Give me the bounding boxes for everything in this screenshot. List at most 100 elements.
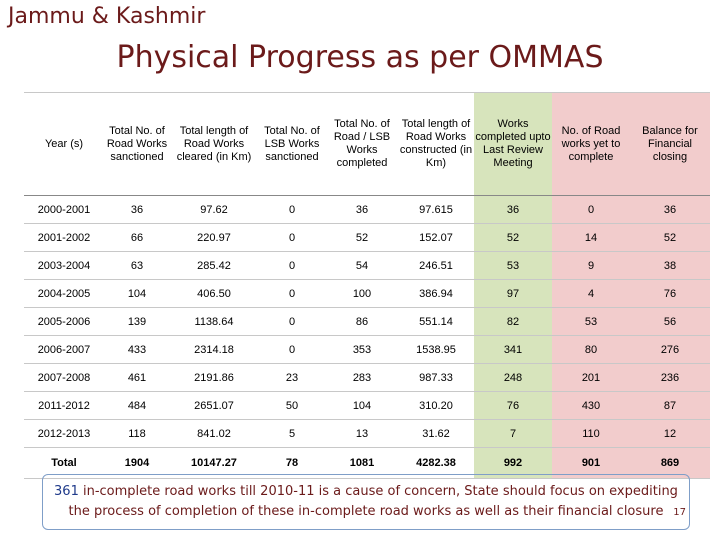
total-cell: 1081 [326,447,398,479]
header-works-completed-last-review: Works completed upto Last Review Meeting [474,92,552,196]
year-cell: 2007-2008 [24,363,104,392]
table-cell: 484 [104,391,170,420]
table-cell: 53 [552,307,630,336]
table-cell: 0 [258,251,326,280]
table-cell: 246.51 [398,251,474,280]
table-cell: 76 [630,279,710,308]
table-cell: 0 [552,195,630,224]
table-cell: 433 [104,335,170,364]
table-row: 2006-2007 433 2314.18 0 353 1538.95 341 80 276 [24,335,710,364]
table-cell: 386.94 [398,279,474,308]
table-cell: 86 [326,307,398,336]
table-cell: 0 [258,223,326,252]
total-cell: 992 [474,447,552,479]
page-number: 17 [673,507,686,518]
total-cell: 901 [552,447,630,479]
table-cell: 118 [104,419,170,448]
year-cell: 2000-2001 [24,195,104,224]
header-works-completed: Total No. of Road / LSB Works completed [326,92,398,196]
table-cell: 97.62 [170,195,258,224]
table-cell: 82 [474,307,552,336]
table-cell: 87 [630,391,710,420]
table-cell: 7 [474,419,552,448]
table-cell: 50 [258,391,326,420]
table-cell: 0 [258,307,326,336]
table-cell: 76 [474,391,552,420]
table-cell: 54 [326,251,398,280]
table-cell: 52 [326,223,398,252]
table-cell: 430 [552,391,630,420]
table-cell: 38 [630,251,710,280]
table-cell: 220.97 [170,223,258,252]
year-cell: 2011-2012 [24,391,104,420]
table-cell: 110 [552,419,630,448]
table-cell: 1538.95 [398,335,474,364]
table-cell: 52 [630,223,710,252]
table-cell: 36 [326,195,398,224]
table-cell: 248 [474,363,552,392]
header-length-constructed: Total length of Road Works constructed (… [398,92,474,196]
table-row: 2003-2004 63 285.42 0 54 246.51 53 9 38 [24,251,710,280]
table-cell: 63 [104,251,170,280]
total-cell: 869 [630,447,710,479]
table-cell: 97 [474,279,552,308]
table-cell: 97.615 [398,195,474,224]
table-cell: 36 [630,195,710,224]
note-line-1: 361 in-complete road works till 2010-11 … [43,482,689,502]
table-row: 2007-2008 461 2191.86 23 283 987.33 248 201 236 [24,363,710,392]
table-cell: 152.07 [398,223,474,252]
note-text-1: in-complete road works till 2010-11 is a… [78,484,678,499]
table-cell: 341 [474,335,552,364]
incomplete-count: 361 [54,484,79,499]
total-cell: 1904 [104,447,170,479]
year-cell: 2006-2007 [24,335,104,364]
table-cell: 987.33 [398,363,474,392]
header-balance-financial-closing: Balance for Financial closing [630,92,710,196]
total-label: Total [24,447,104,479]
table-cell: 2314.18 [170,335,258,364]
table-cell: 276 [630,335,710,364]
table-cell: 0 [258,279,326,308]
table-cell: 841.02 [170,419,258,448]
table-row: 2004-2005 104 406.50 0 100 386.94 97 4 76 [24,279,710,308]
header-length-cleared: Total length of Road Works cleared (in K… [170,92,258,196]
table-cell: 406.50 [170,279,258,308]
table-cell: 53 [474,251,552,280]
table-cell: 14 [552,223,630,252]
table-cell: 2651.07 [170,391,258,420]
table-total-row: Total 1904 10147.27 78 1081 4282.38 992 … [24,447,710,479]
table-cell: 0 [258,335,326,364]
table-cell: 80 [552,335,630,364]
table-cell: 551.14 [398,307,474,336]
total-cell: 78 [258,447,326,479]
year-cell: 2001-2002 [24,223,104,252]
table-cell: 13 [326,419,398,448]
table-cell: 461 [104,363,170,392]
table-cell: 236 [630,363,710,392]
total-cell: 4282.38 [398,447,474,479]
table-cell: 285.42 [170,251,258,280]
table-row: 2011-2012 484 2651.07 50 104 310.20 76 430 87 [24,391,710,420]
header-works-yet-to-complete: No. of Road works yet to complete [552,92,630,196]
header-year: Year (s) [24,92,104,196]
year-cell: 2003-2004 [24,251,104,280]
table-cell: 310.20 [398,391,474,420]
table-cell: 353 [326,335,398,364]
table-cell: 56 [630,307,710,336]
table-cell: 1138.64 [170,307,258,336]
year-cell: 2012-2013 [24,419,104,448]
table-cell: 283 [326,363,398,392]
table-cell: 23 [258,363,326,392]
table-cell: 104 [104,279,170,308]
header-road-works-sanctioned: Total No. of Road Works sanctioned [104,92,170,196]
total-cell: 10147.27 [170,447,258,479]
table-cell: 52 [474,223,552,252]
page-title: Physical Progress as per OMMAS [116,40,604,75]
table-row: 2001-2002 66 220.97 0 52 152.07 52 14 52 [24,223,710,252]
table-cell: 5 [258,419,326,448]
table-cell: 0 [258,195,326,224]
table-header-row: Year (s) Total No. of Road Works sanctio… [24,92,710,196]
header-lsb-works-sanctioned: Total No. of LSB Works sanctioned [258,92,326,196]
table-cell: 104 [326,391,398,420]
table-cell: 100 [326,279,398,308]
